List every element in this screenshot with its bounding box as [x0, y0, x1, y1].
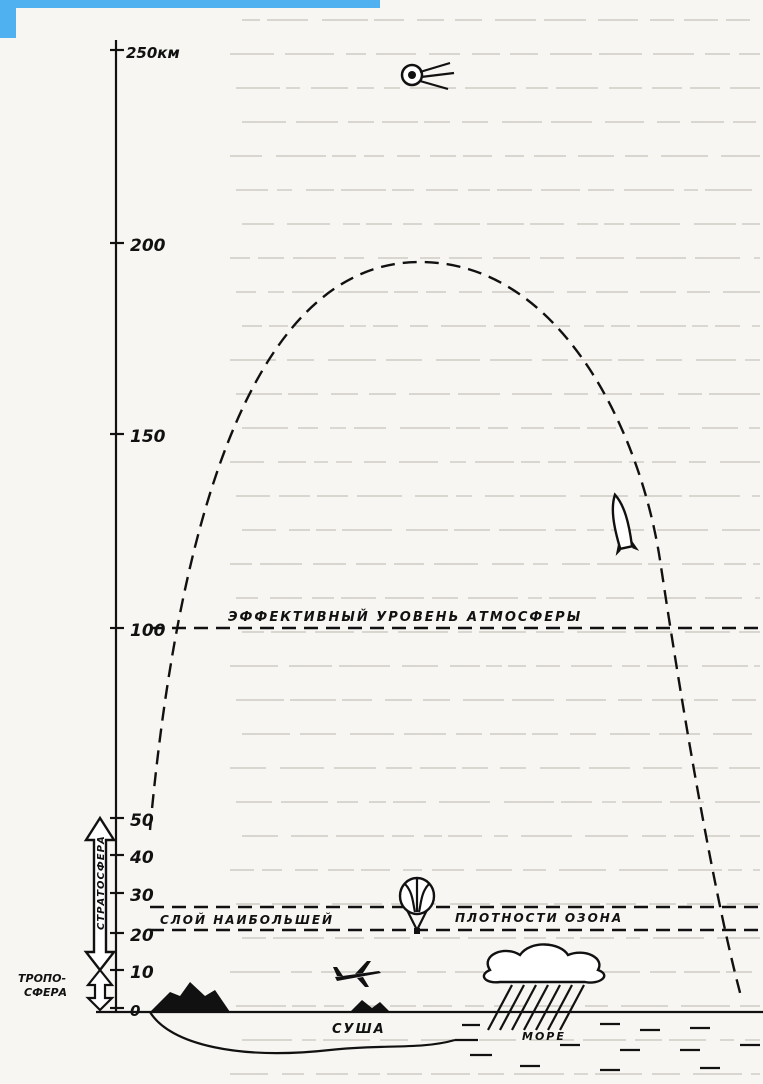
stratosphere-label: СТРАТОСФЕРА: [96, 835, 107, 930]
ozone-label-left: СЛОЙ НАИБОЛЬШЕЙ: [160, 912, 334, 927]
tick-label-50: 50: [130, 811, 154, 831]
troposphere-label-line2: СФЕРА: [24, 986, 67, 999]
troposphere-label-line1: ТРОПО-: [18, 972, 66, 985]
effective-level-label: ЭФФЕКТИВНЫЙ УРОВЕНЬ АТМОСФЕРЫ: [228, 609, 582, 625]
rocket-icon: [611, 492, 640, 556]
tick-label-150: 150: [130, 427, 166, 447]
corner-tab: [0, 0, 16, 38]
satellite-icon: [400, 61, 455, 91]
airplane-icon: [333, 961, 381, 987]
ozone-label-right: ПЛОТНОСТИ ОЗОНА: [455, 911, 623, 925]
tick-label-100: 100: [130, 621, 166, 641]
rain-cloud-icon: [482, 943, 606, 1031]
tick-label-200: 200: [130, 236, 166, 256]
balloon-icon: [398, 876, 436, 934]
sea-waves: [455, 1022, 760, 1072]
sea-label: МОРЕ: [522, 1030, 566, 1043]
land-shore: [149, 1011, 456, 1055]
tick-label-30: 30: [130, 886, 154, 906]
axis-top-label: 250км: [126, 44, 180, 62]
mountain-icon: [150, 982, 390, 1012]
troposphere-arrow: [85, 968, 115, 1012]
corner-tab-bar: [0, 0, 380, 8]
tick-label-10: 10: [130, 963, 154, 983]
tick-label-20: 20: [130, 926, 154, 946]
land-label: СУША: [332, 1022, 386, 1037]
rocket-trajectory: [148, 260, 744, 1001]
axis-ticks: [110, 48, 124, 1010]
background-text-lines: [230, 19, 760, 1075]
tick-label-40: 40: [129, 848, 154, 868]
